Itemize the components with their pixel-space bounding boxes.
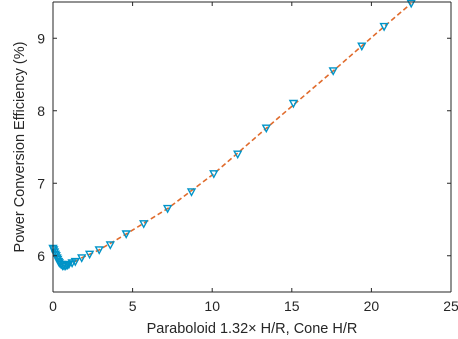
plot-area	[53, 2, 451, 292]
data-point	[233, 150, 243, 160]
data-point	[62, 261, 72, 271]
data-point	[186, 188, 197, 197]
x-axis-label: Paraboloid 1.32× H/R, Cone H/R	[147, 321, 358, 337]
data-point	[162, 204, 173, 214]
tick-labels-layer: 0 5 10 15 20 25 6 7 8 9	[37, 30, 458, 314]
data-point	[139, 220, 149, 229]
data-point	[77, 254, 87, 263]
data-point	[261, 124, 271, 134]
data-point	[84, 250, 95, 260]
x-tick-label: 15	[284, 298, 300, 314]
x-tick-label: 0	[49, 298, 57, 314]
data-point	[357, 42, 367, 52]
x-tick-label: 20	[364, 298, 380, 314]
data-point	[406, 0, 416, 9]
data-markers-layer	[48, 0, 416, 271]
y-tick-label: 9	[37, 30, 45, 46]
data-point	[121, 230, 131, 239]
y-tick-label: 6	[37, 248, 45, 264]
axes-layer	[52, 1, 452, 293]
x-tick-label: 25	[443, 298, 458, 314]
data-point	[105, 241, 115, 250]
y-axis-label: Power Conversion Efficiency (%)	[12, 42, 28, 253]
data-point	[70, 257, 80, 267]
data-point	[209, 170, 219, 179]
y-tick-label: 7	[37, 175, 45, 191]
y-tick-label: 8	[37, 103, 45, 119]
data-point	[288, 99, 299, 109]
data-point	[328, 67, 338, 76]
x-tick-label: 5	[129, 298, 137, 314]
data-point	[379, 22, 389, 32]
x-tick-label: 10	[204, 298, 220, 314]
data-point	[94, 246, 104, 255]
